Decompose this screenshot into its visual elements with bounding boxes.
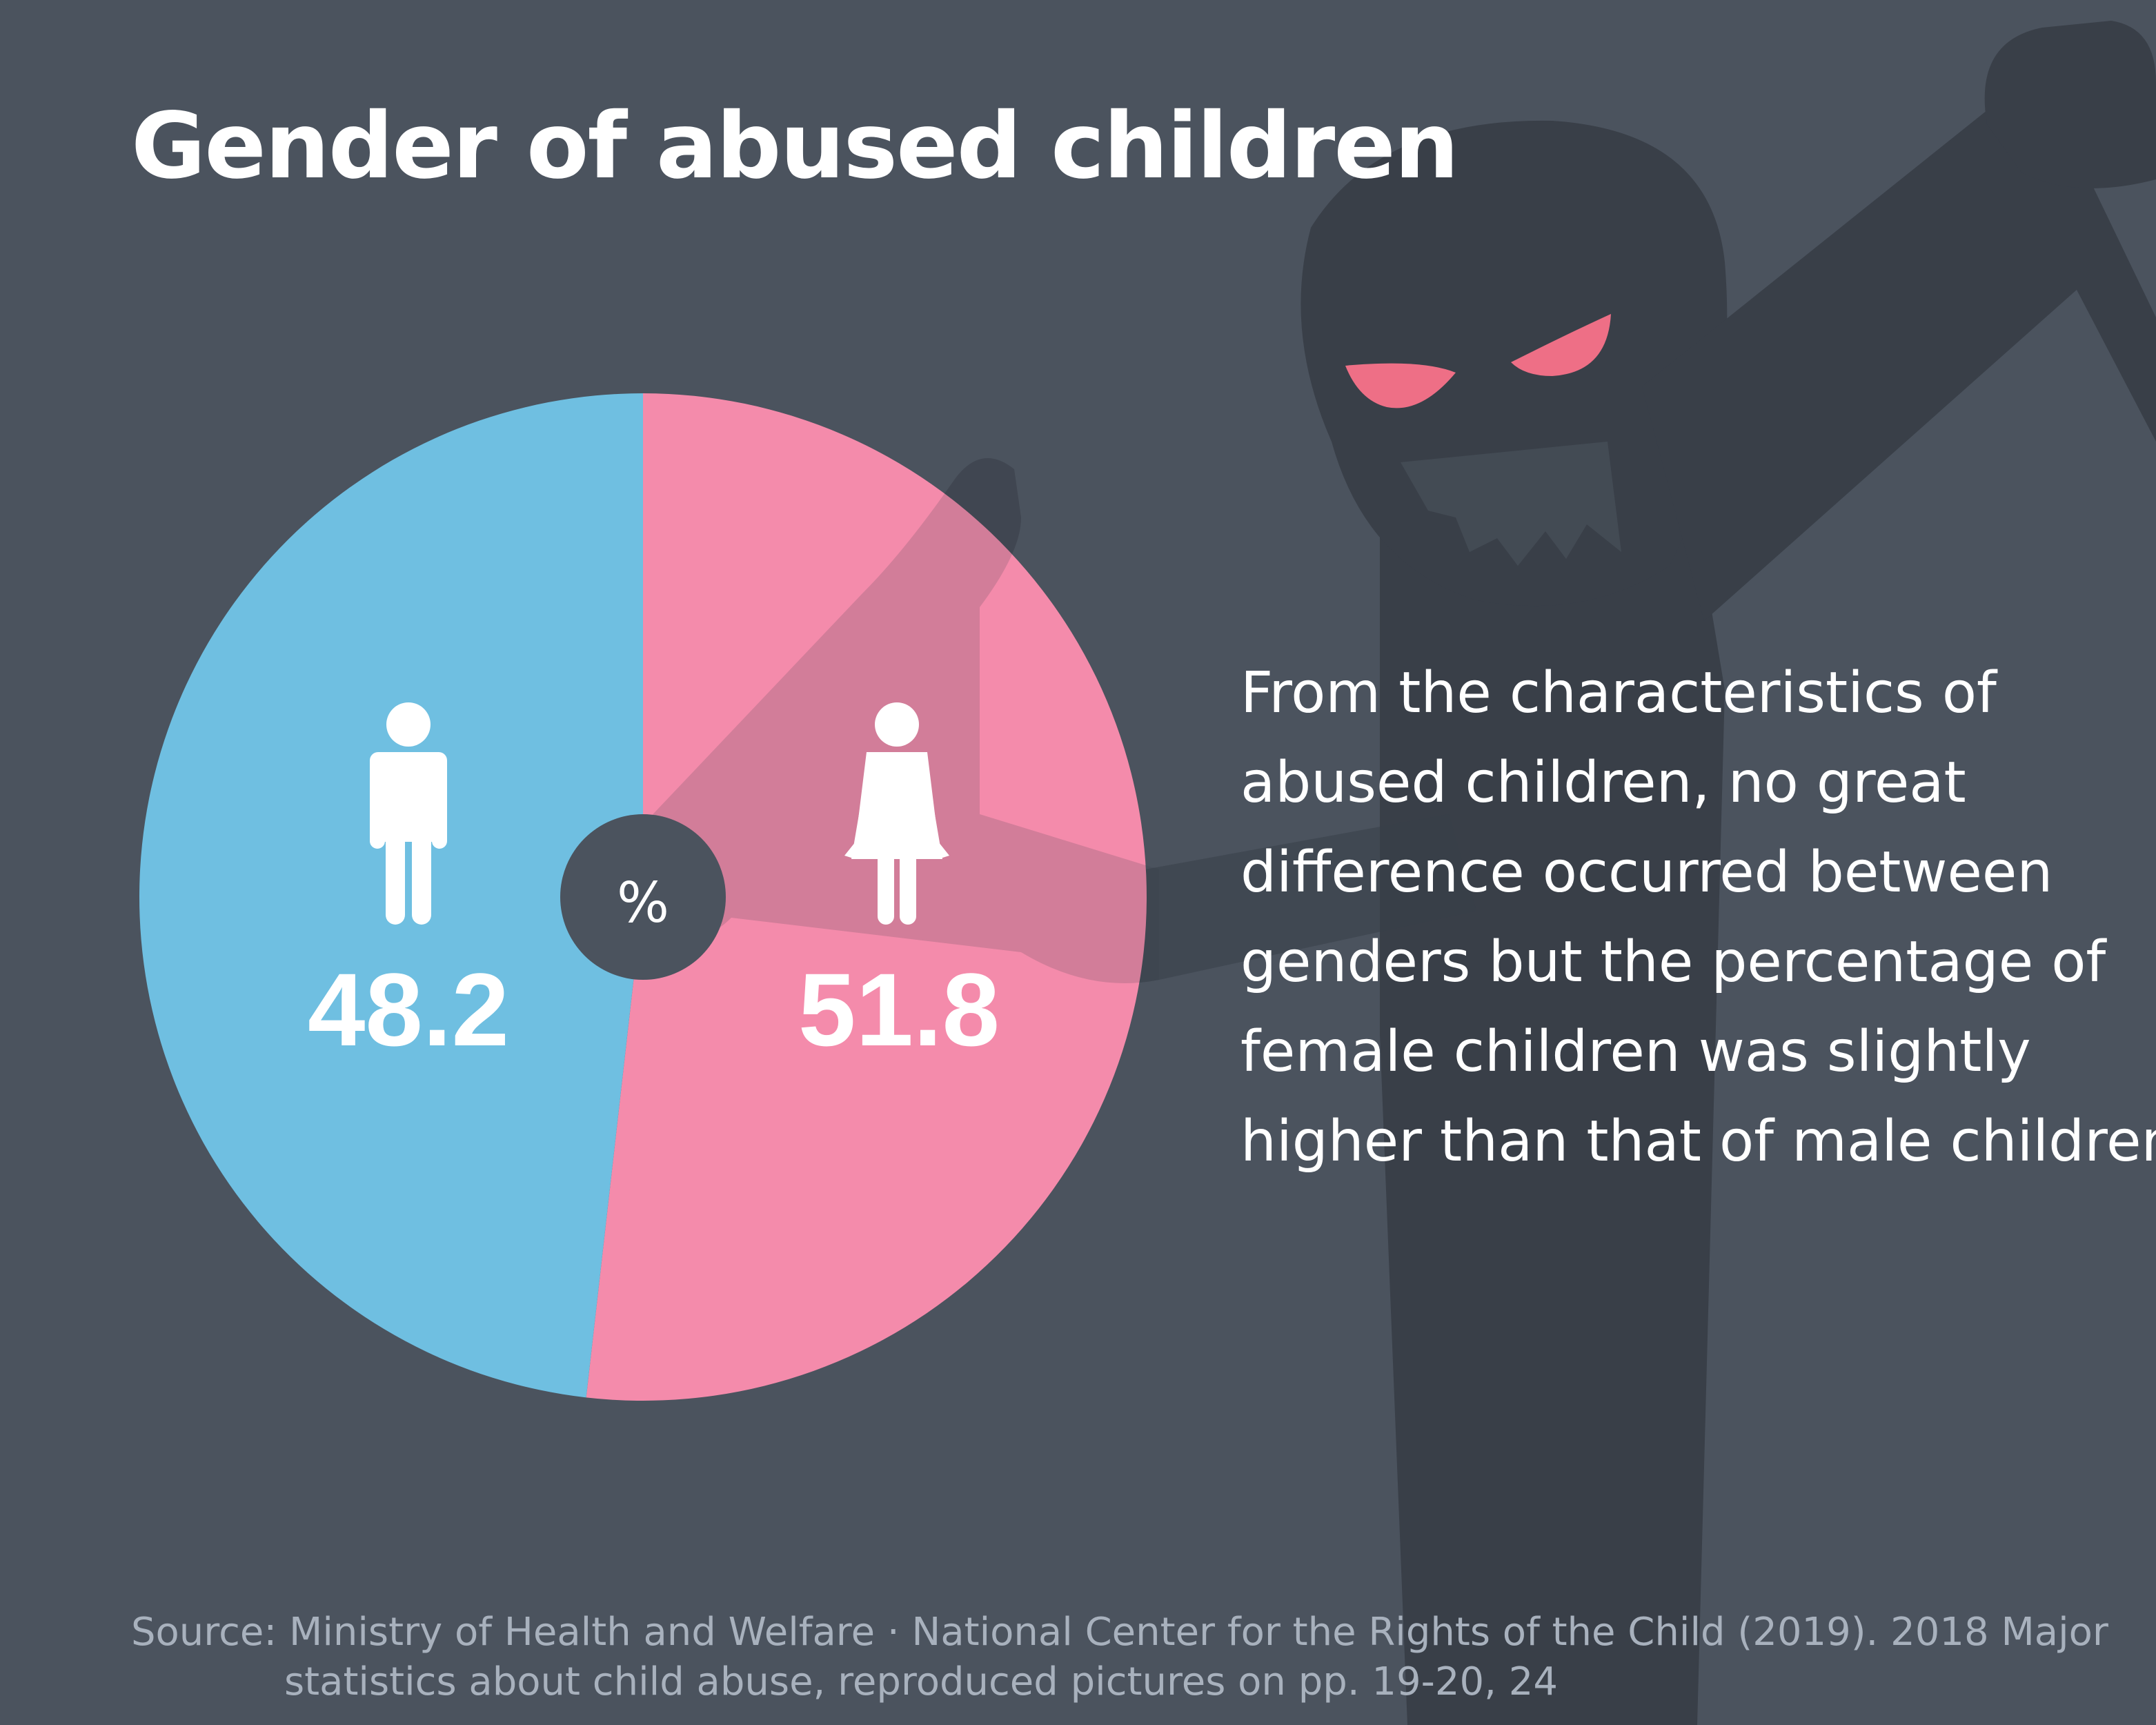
right-eye-icon [1511, 314, 1611, 376]
unit-label: % [617, 871, 669, 935]
description-line: female children was slightly [1240, 1019, 2031, 1085]
description-line: genders but the percentage of [1240, 929, 2106, 995]
female-value-label: 51.8 [798, 952, 1000, 1067]
male-person-icon [370, 702, 447, 925]
shadow-fist [1984, 21, 2156, 188]
description-text: From the characteristics of abused child… [1240, 649, 2156, 1187]
male-value-label: 48.2 [308, 952, 509, 1067]
shadow-raised-arm [1642, 96, 2156, 621]
description-line: From the characteristics of [1240, 660, 1997, 726]
source-note: Source: Ministry of Health and Welfare ·… [131, 1608, 2108, 1707]
description-line: difference occurred between [1240, 840, 2053, 905]
description-line: abused children, no great [1240, 750, 1966, 816]
left-eye-icon [1345, 363, 1456, 408]
page-title: Gender of abused children [131, 93, 1459, 199]
source-line-2: statistics about child abuse, reproduced… [284, 1659, 1559, 1704]
teeth-shape [1401, 442, 1621, 566]
pie-slice-female [586, 393, 1147, 1401]
shadow-body [1380, 483, 1725, 1725]
pie-center-hole [560, 814, 726, 980]
female-person-icon [844, 702, 949, 925]
source-line-1: Source: Ministry of Health and Welfare ·… [131, 1610, 2108, 1655]
description-line: higher than that of male children. [1240, 1109, 2156, 1174]
